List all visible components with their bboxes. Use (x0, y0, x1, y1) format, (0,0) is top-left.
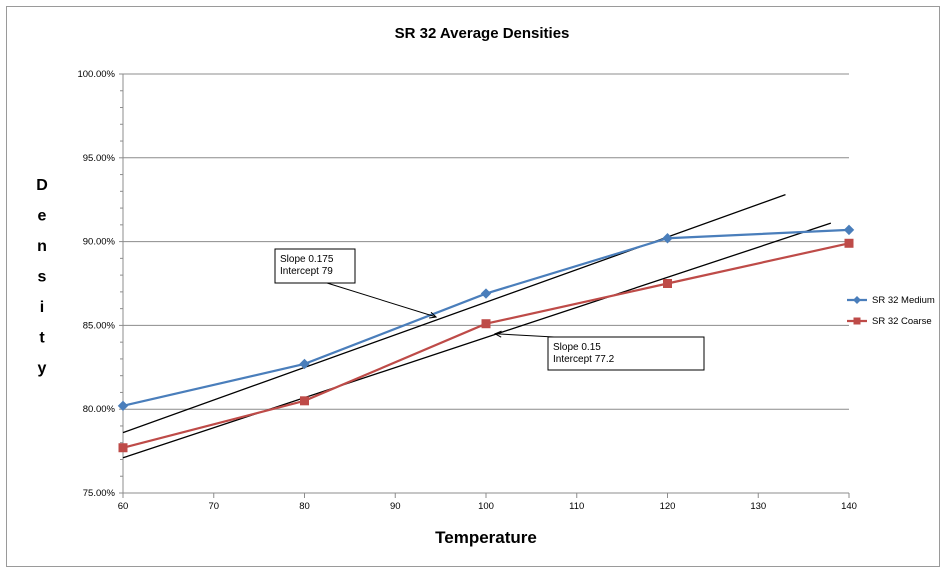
trendlines (122, 194, 832, 459)
x-tick-label: 140 (841, 501, 857, 512)
x-tick-label: 70 (208, 501, 219, 512)
series-lines (117, 224, 855, 453)
y-axis-label-letter: e (38, 208, 47, 225)
x-tick-label: 100 (478, 501, 494, 512)
x-tick-label: 130 (750, 501, 766, 512)
annotation-text: Slope 0.15 (553, 342, 601, 353)
annotation-text: Slope 0.175 (280, 254, 334, 265)
data-point (844, 238, 854, 248)
x-tick-label: 110 (569, 501, 584, 512)
x-axis-label: Temperature (435, 528, 537, 547)
series-line (122, 242, 850, 449)
legend-item: SR 32 Medium (847, 295, 935, 306)
data-point (663, 279, 672, 288)
y-axis-label-letter: D (36, 177, 48, 194)
chart-svg: SR 32 Average Densities 75.00% 80.00% 85.0… (36, 25, 935, 547)
chart-area: SR 32 Average Densities 75.00% 80.00% 85.0… (6, 6, 940, 567)
axes (119, 73, 850, 498)
trendline (122, 194, 786, 434)
data-point (300, 396, 309, 406)
data-point (117, 400, 129, 412)
x-tick-label: 90 (390, 501, 401, 512)
legend-marker (853, 296, 861, 304)
annotation-arrowhead (493, 330, 502, 338)
series-line (122, 228, 850, 407)
legend-label: SR 32 Medium (872, 295, 935, 306)
y-tick-label: 85.00% (83, 320, 116, 331)
y-axis-label-letter: y (38, 360, 47, 377)
y-tick-label: 75.00% (83, 488, 116, 499)
data-point (481, 319, 491, 329)
x-tick-label: 80 (299, 501, 310, 512)
tick-labels: 75.00% 80.00% 85.00% 90.00% 95.00% 100.00% 60 7… (77, 69, 856, 512)
y-axis-label-letter: s (38, 269, 47, 286)
chart-title: SR 32 Average Densities (395, 25, 570, 42)
legend-marker (853, 317, 861, 325)
y-axis-label-letter: t (39, 330, 45, 347)
y-axis-label-letter: i (40, 299, 44, 316)
y-axis-label-letter: n (37, 238, 47, 255)
annotation-box (547, 336, 705, 371)
annotation-text: Intercept 79 (280, 266, 333, 277)
y-tick-label: 100.00% (77, 69, 115, 80)
annotation-arrow (326, 282, 437, 318)
data-point (843, 224, 855, 236)
y-tick-label: 80.00% (83, 404, 116, 415)
annotation-text: Intercept 77.2 (553, 354, 615, 365)
x-tick-label: 60 (118, 501, 129, 512)
trendline (122, 222, 832, 459)
data-point (299, 358, 310, 370)
annotation-arrow (495, 333, 555, 338)
data-point (480, 288, 492, 299)
annotation-arrowhead (429, 311, 438, 319)
annotation-box (274, 248, 356, 284)
data-point (662, 233, 673, 244)
y-tick-label: 95.00% (83, 153, 116, 164)
gridlines (123, 73, 849, 494)
y-tick-label: 90.00% (83, 237, 116, 248)
legend-item: SR 32 Coarse (847, 316, 932, 327)
x-tick-label: 120 (660, 501, 676, 512)
legend: SR 32 Medium SR 32 Coarse (847, 295, 935, 327)
data-point (118, 443, 128, 453)
legend-label: SR 32 Coarse (872, 316, 932, 327)
